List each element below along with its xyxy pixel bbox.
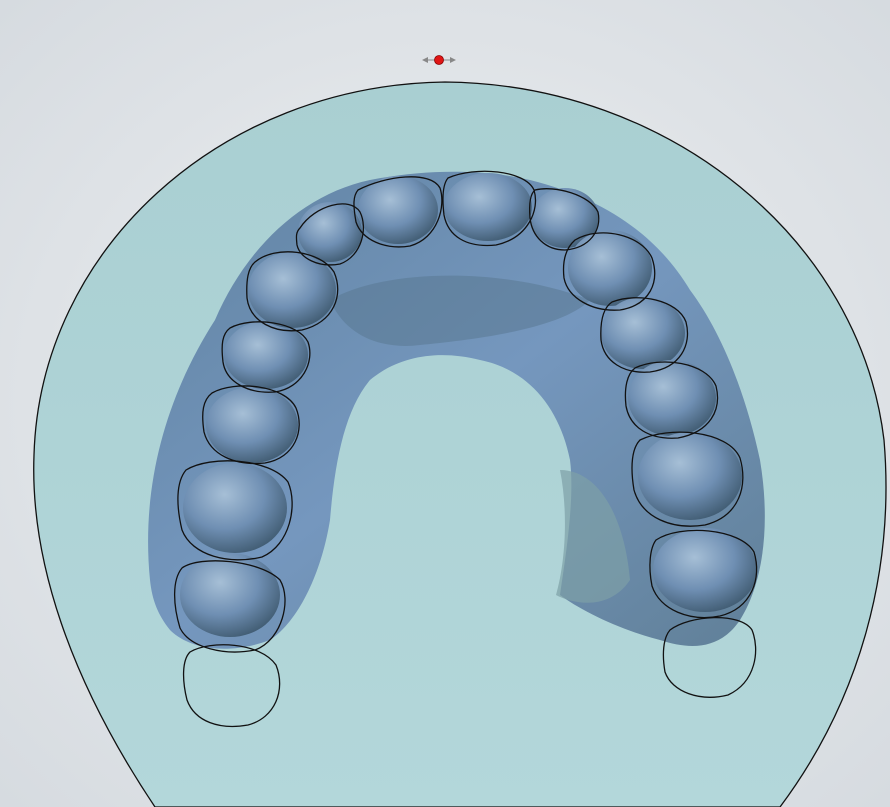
tooth-outline-premolar-right-2[interactable] [202, 385, 300, 465]
tooth-outlines [174, 170, 758, 728]
tooth-outline-molar-left-2[interactable] [649, 529, 758, 619]
tooth-outline-molar-left-1[interactable] [631, 431, 744, 527]
tooth-outline-canine-left[interactable] [562, 232, 656, 311]
tooth-outline-canine-right[interactable] [246, 251, 339, 332]
dental-arch-model[interactable] [148, 171, 765, 649]
tooth-outline-molar-right-2[interactable] [174, 560, 286, 653]
handle-dot[interactable] [434, 55, 444, 65]
rotate-handle[interactable] [422, 55, 456, 65]
tooth-outline-premolar-right-1[interactable] [221, 321, 311, 393]
palate-shading [330, 275, 590, 346]
tooth-outline-molar-right-3[interactable] [182, 644, 281, 728]
tooth-outline-incisor-right-1[interactable] [353, 176, 443, 248]
tooth-outline-incisor-left-1[interactable] [442, 170, 537, 247]
tooth-outline-incisor-right-2[interactable] [295, 203, 364, 266]
tooth-outline-molar-left-3[interactable] [662, 616, 757, 698]
tooth-outline-incisor-left-2[interactable] [529, 188, 600, 251]
tooth-outline-premolar-left-1[interactable] [600, 297, 688, 373]
tooth-outline-premolar-left-2[interactable] [624, 361, 719, 439]
tooth-crowns [180, 173, 757, 637]
palate-right-patch [556, 470, 630, 603]
